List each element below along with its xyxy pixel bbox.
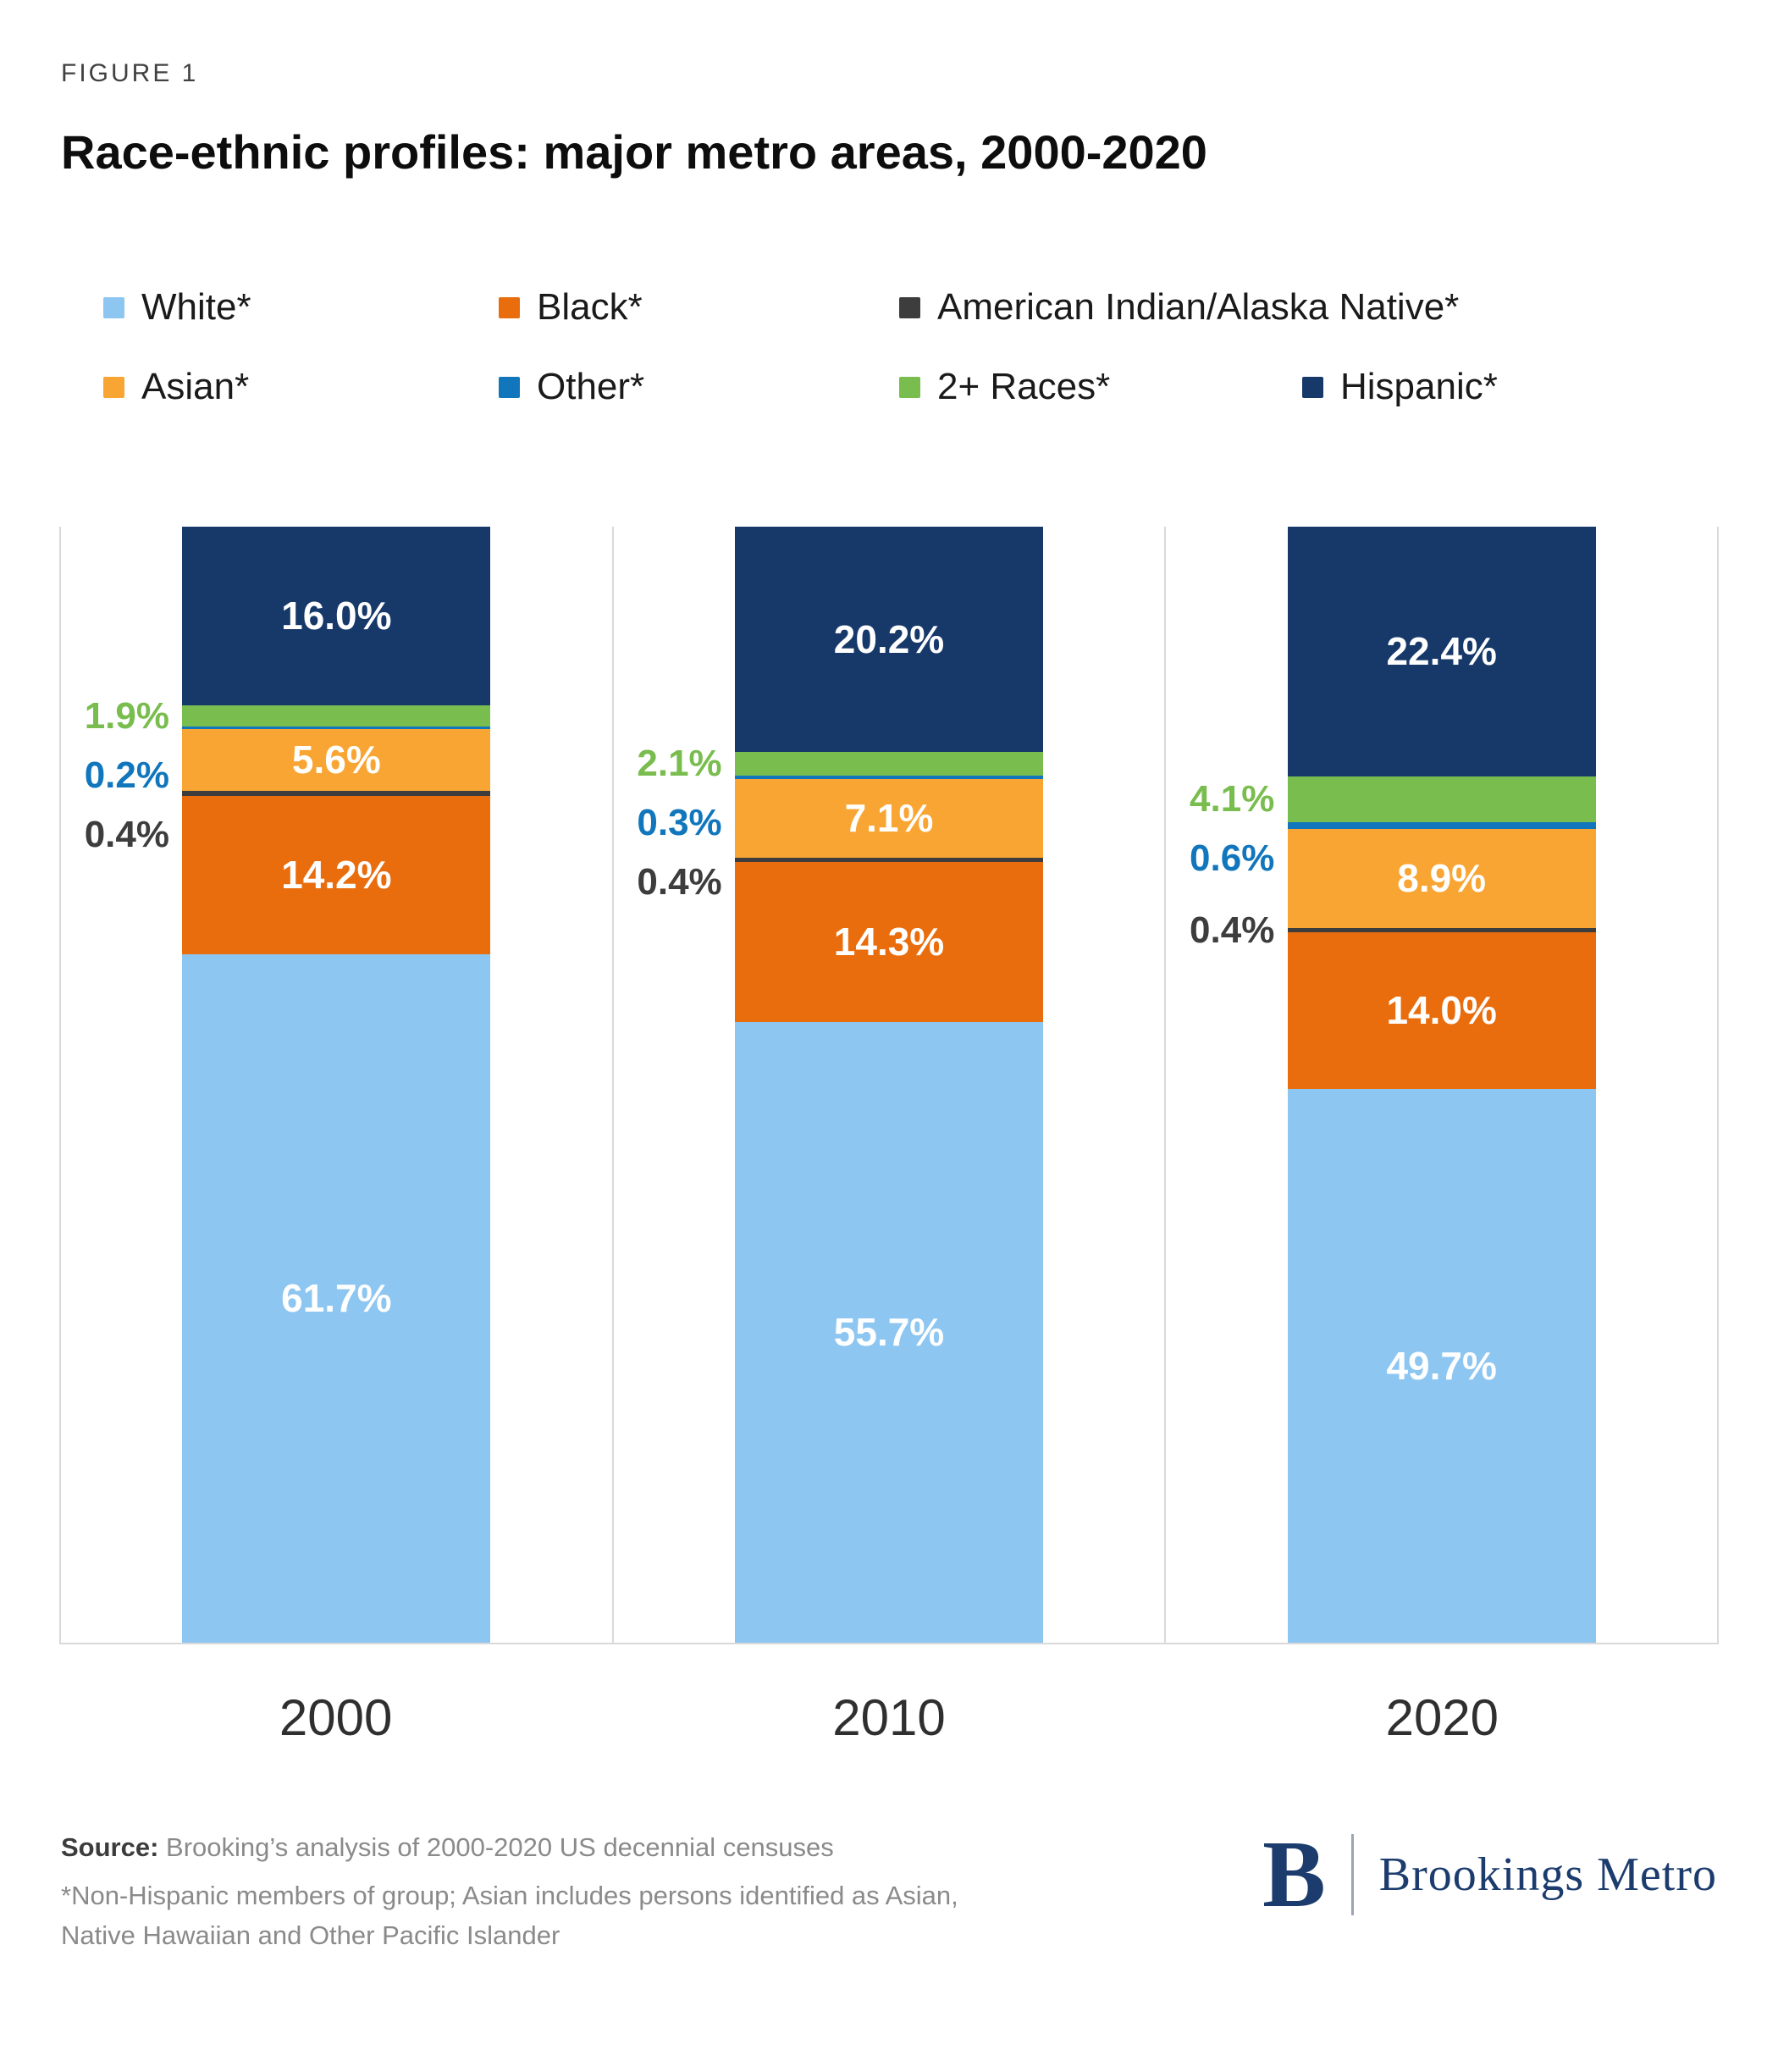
segment-asian-2000: 5.6% bbox=[182, 728, 491, 792]
legend-swatch-american-indian-alaska-native bbox=[899, 296, 920, 318]
legend-item-other: Other* bbox=[499, 366, 899, 408]
page-title: Race-ethnic profiles: major metro areas,… bbox=[61, 125, 1207, 179]
bar-column-2020: 4.1% 0.6% 0.4% 49.7% 14.0% 8.9% 22.4% bbox=[1164, 527, 1720, 1643]
segment-asian-2020: 8.9% bbox=[1287, 828, 1596, 929]
value-label-asian-2010: 7.1% bbox=[844, 796, 934, 841]
segment-asian-2010: 7.1% bbox=[735, 778, 1043, 859]
source-text: Brooking’s analysis of 2000-2020 US dece… bbox=[158, 1832, 834, 1862]
legend-label: Black* bbox=[537, 286, 643, 328]
value-label-black-2010: 14.3% bbox=[833, 920, 945, 964]
legend-item-asian: Asian* bbox=[103, 366, 499, 408]
chart: 1.9% 0.2% 0.4% 61.7% 14.2% 5.6% 16.0% 2.1% 0.3% 0… bbox=[0, 527, 1778, 1747]
segment-white-2020: 49.7% bbox=[1287, 1088, 1596, 1643]
x-axis-label-2000: 2000 bbox=[279, 1689, 393, 1746]
legend-swatch-black bbox=[499, 296, 520, 318]
legend-label: Asian* bbox=[141, 366, 250, 407]
value-label-white-2020: 49.7% bbox=[1386, 1343, 1497, 1388]
segment-white-2010: 55.7% bbox=[735, 1021, 1043, 1643]
footer: Source: Brooking’s analysis of 2000-2020… bbox=[61, 1827, 1717, 1955]
stacked-bar-2020: 49.7% 14.0% 8.9% 22.4% bbox=[1287, 527, 1596, 1643]
plot-area: 1.9% 0.2% 0.4% 61.7% 14.2% 5.6% 16.0% 2.1% 0.3% 0… bbox=[59, 527, 1720, 1644]
source-prefix: Source: bbox=[61, 1832, 159, 1862]
segment-other-2020 bbox=[1287, 821, 1596, 829]
header: FIGURE 1 Race-ethnic profiles: major met… bbox=[0, 0, 1778, 178]
segment-2-races-2010 bbox=[735, 751, 1043, 776]
value-label-black-2000: 14.2% bbox=[281, 853, 392, 898]
logo-divider bbox=[1350, 1834, 1354, 1915]
legend-label: American Indian/Alaska Native* bbox=[937, 286, 1460, 328]
chart-legend: White* Black* American Indian/Alaska Nativ… bbox=[103, 286, 1717, 408]
value-label-white-2010: 55.7% bbox=[833, 1310, 945, 1355]
footnote: *Non-Hispanic members of group; Asian in… bbox=[61, 1881, 958, 1950]
x-axis-label-2010: 2010 bbox=[832, 1689, 946, 1746]
legend-item-2-races: 2+ Races* bbox=[899, 366, 1302, 408]
value-label-asian-2000: 5.6% bbox=[291, 738, 381, 782]
value-label-white-2000: 61.7% bbox=[281, 1276, 392, 1321]
legend-label: White* bbox=[141, 286, 251, 328]
legend-item-american-indian-alaska-native: American Indian/Alaska Native* bbox=[899, 286, 1459, 329]
segment-hispanic-2020: 22.4% bbox=[1287, 527, 1596, 776]
segment-black-2010: 14.3% bbox=[735, 862, 1043, 1022]
segment-2-races-2000 bbox=[182, 704, 491, 727]
value-label-american-indian-alaska-native-2020: 0.4% bbox=[1190, 909, 1275, 952]
segment-2-races-2020 bbox=[1287, 776, 1596, 822]
legend-row-1: White* Black* American Indian/Alaska Nativ… bbox=[103, 286, 1717, 329]
bar-column-2000: 1.9% 0.2% 0.4% 61.7% 14.2% 5.6% 16.0% bbox=[59, 527, 612, 1643]
legend-swatch-other bbox=[499, 376, 520, 398]
segment-black-2000: 14.2% bbox=[182, 795, 491, 954]
legend-label: Hispanic* bbox=[1340, 366, 1498, 407]
source-line: Source: Brooking’s analysis of 2000-2020… bbox=[61, 1827, 1018, 1867]
value-label-2-races-2020: 4.1% bbox=[1190, 778, 1275, 821]
value-label-2-races-2010: 2.1% bbox=[637, 743, 722, 785]
segment-american-indian-alaska-native-2010 bbox=[735, 858, 1043, 863]
value-label-hispanic-2000: 16.0% bbox=[281, 594, 392, 638]
legend-label: Other* bbox=[537, 366, 645, 407]
value-label-other-2020: 0.6% bbox=[1190, 837, 1275, 880]
figure-label: FIGURE 1 bbox=[61, 59, 199, 87]
legend-swatch-hispanic bbox=[1302, 376, 1323, 398]
legend-swatch-2-races bbox=[899, 376, 920, 398]
value-label-hispanic-2010: 20.2% bbox=[833, 617, 945, 661]
segment-black-2020: 14.0% bbox=[1287, 932, 1596, 1089]
segment-hispanic-2010: 20.2% bbox=[735, 527, 1043, 752]
value-label-2-races-2000: 1.9% bbox=[84, 694, 169, 737]
segment-american-indian-alaska-native-2020 bbox=[1287, 928, 1596, 933]
segment-white-2000: 61.7% bbox=[182, 953, 491, 1643]
segment-other-2000 bbox=[182, 726, 491, 729]
brookings-b-logo-icon: B bbox=[1262, 1822, 1326, 1927]
segment-other-2010 bbox=[735, 775, 1043, 779]
value-label-other-2000: 0.2% bbox=[84, 754, 169, 796]
segment-hispanic-2000: 16.0% bbox=[182, 527, 491, 705]
legend-item-black: Black* bbox=[499, 286, 899, 329]
value-label-hispanic-2020: 22.4% bbox=[1386, 629, 1497, 674]
legend-item-hispanic: Hispanic* bbox=[1302, 366, 1498, 408]
legend-row-2: Asian* Other* 2+ Races* Hispanic* bbox=[103, 366, 1717, 408]
bar-column-2010: 2.1% 0.3% 0.4% 55.7% 14.3% 7.1% 20.2% bbox=[611, 527, 1165, 1643]
legend-label: 2+ Races* bbox=[937, 366, 1111, 407]
source-notes: Source: Brooking’s analysis of 2000-2020… bbox=[61, 1827, 1018, 1955]
stacked-bar-2010: 55.7% 14.3% 7.1% 20.2% bbox=[735, 527, 1043, 1643]
logo-wordmark: Brookings Metro bbox=[1378, 1848, 1717, 1901]
value-label-other-2010: 0.3% bbox=[637, 802, 722, 844]
value-label-american-indian-alaska-native-2010: 0.4% bbox=[637, 861, 722, 903]
segment-american-indian-alaska-native-2000 bbox=[182, 791, 491, 796]
brookings-metro-logo: B Brookings Metro bbox=[1262, 1822, 1717, 1927]
x-axis: 2000 2010 2020 bbox=[59, 1644, 1719, 1747]
legend-swatch-asian bbox=[103, 376, 124, 398]
legend-swatch-white bbox=[103, 296, 124, 318]
value-label-asian-2020: 8.9% bbox=[1397, 856, 1487, 901]
x-axis-label-2020: 2020 bbox=[1385, 1689, 1499, 1746]
stacked-bar-2000: 61.7% 14.2% 5.6% 16.0% bbox=[182, 527, 491, 1643]
value-label-american-indian-alaska-native-2000: 0.4% bbox=[84, 813, 169, 855]
value-label-black-2020: 14.0% bbox=[1386, 988, 1497, 1033]
legend-item-white: White* bbox=[103, 286, 499, 329]
